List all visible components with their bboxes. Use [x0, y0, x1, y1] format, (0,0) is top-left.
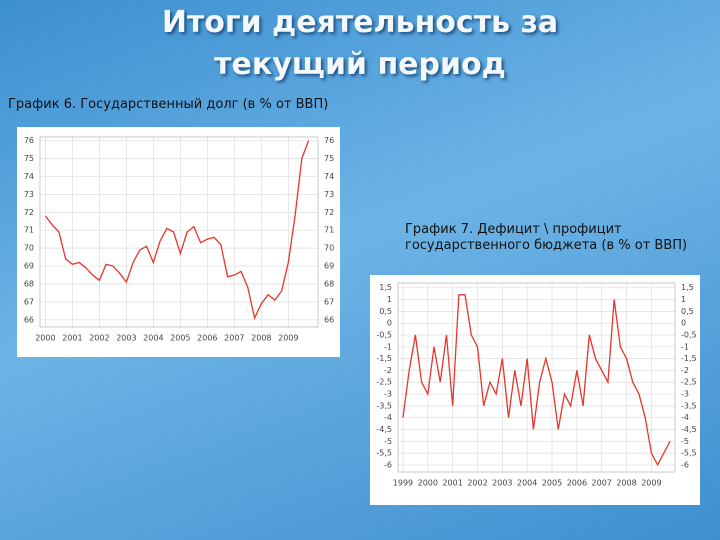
- y-tick-label-right: 68: [324, 279, 334, 288]
- y-tick-label: 71: [24, 226, 34, 235]
- x-tick-label: 2005: [542, 479, 562, 488]
- y-tick-label: 73: [24, 190, 34, 199]
- x-tick-label: 2001: [442, 479, 462, 488]
- x-tick-label: 2000: [418, 479, 438, 488]
- chart-panel: [370, 275, 700, 505]
- x-tick-label: 2004: [143, 334, 163, 343]
- y-tick-label: 67: [24, 297, 34, 306]
- y-tick-label-right: -2: [681, 366, 689, 375]
- y-tick-label: 1: [387, 295, 392, 304]
- y-tick-label: 74: [24, 172, 34, 181]
- y-tick-label: 70: [24, 244, 34, 253]
- x-tick-label: 2003: [492, 479, 512, 488]
- chart-caption: График 6. Государственный долг (в % от В…: [8, 97, 329, 112]
- y-tick-label: -0,5: [376, 330, 392, 339]
- y-tick-label: 68: [24, 279, 34, 288]
- y-tick-label: 69: [24, 262, 34, 271]
- y-tick-label: -1: [384, 342, 392, 351]
- x-tick-label: 2001: [62, 334, 82, 343]
- y-tick-label-right: 69: [324, 262, 334, 271]
- y-tick-label: -4: [384, 413, 392, 422]
- y-tick-label-right: 76: [324, 136, 334, 145]
- y-tick-label: -1,5: [376, 354, 392, 363]
- y-tick-label-right: 1: [681, 295, 686, 304]
- y-tick-label: 75: [24, 154, 34, 163]
- chart-panel: [17, 127, 340, 357]
- y-tick-label-right: 74: [324, 172, 334, 181]
- y-tick-label: 1,5: [379, 283, 392, 292]
- x-tick-label: 2007: [224, 334, 244, 343]
- plot-frame: [39, 136, 319, 328]
- y-tick-label-right: -4: [681, 413, 689, 422]
- y-tick-label-right: -4,5: [681, 425, 697, 434]
- x-tick-label: 2002: [89, 334, 109, 343]
- y-tick-label: 72: [24, 208, 34, 217]
- slide-title: Итоги деятельность за текущий период: [161, 5, 559, 82]
- y-tick-label: 0,5: [379, 307, 392, 316]
- y-tick-label-right: 1,5: [681, 283, 694, 292]
- x-tick-label: 2008: [251, 334, 271, 343]
- y-tick-label: -2: [384, 366, 392, 375]
- y-tick-label-right: -2,5: [681, 378, 697, 387]
- plot-frame: [397, 282, 676, 473]
- x-tick-label: 2009: [641, 479, 661, 488]
- x-tick-label: 2007: [592, 479, 612, 488]
- y-tick-label-right: -3,5: [681, 401, 697, 410]
- y-tick-label: 66: [24, 315, 34, 324]
- y-tick-label-right: -6: [681, 460, 689, 469]
- y-tick-label: -4,5: [376, 425, 392, 434]
- y-tick-label: -6: [384, 460, 392, 469]
- y-tick-label-right: -1,5: [681, 354, 697, 363]
- y-tick-label-right: -1: [681, 342, 689, 351]
- y-tick-label-right: 67: [324, 297, 334, 306]
- y-tick-label-right: -3: [681, 390, 689, 399]
- x-tick-label: 2002: [467, 479, 487, 488]
- x-tick-label: 2006: [567, 479, 587, 488]
- y-tick-label: 76: [24, 136, 34, 145]
- x-tick-label: 1999: [393, 479, 413, 488]
- y-tick-label: -2,5: [376, 378, 392, 387]
- data-line: [402, 294, 671, 467]
- x-tick-label: 2000: [35, 334, 55, 343]
- data-line: [44, 140, 310, 321]
- y-tick-label-right: 75: [324, 154, 334, 163]
- x-tick-label: 2005: [170, 334, 190, 343]
- chart-caption: График 7. Дефицит \ профицит государстве…: [405, 222, 688, 253]
- y-tick-label: -3: [384, 390, 392, 399]
- y-tick-label: -5,5: [376, 449, 392, 458]
- y-tick-label-right: -5,5: [681, 449, 697, 458]
- y-tick-label-right: 70: [324, 244, 334, 253]
- y-tick-label-right: -5: [681, 437, 689, 446]
- y-tick-label-right: 66: [324, 315, 334, 324]
- y-tick-label: -5: [384, 437, 392, 446]
- x-tick-label: 2009: [278, 334, 298, 343]
- y-tick-label: -3,5: [376, 401, 392, 410]
- y-tick-label: 0: [387, 319, 392, 328]
- x-tick-label: 2003: [116, 334, 136, 343]
- y-tick-label-right: 71: [324, 226, 334, 235]
- y-tick-label-right: 0: [681, 319, 686, 328]
- y-tick-label-right: 73: [324, 190, 334, 199]
- x-tick-label: 2006: [197, 334, 217, 343]
- y-tick-label-right: 0,5: [681, 307, 694, 316]
- y-tick-label-right: -0,5: [681, 330, 697, 339]
- x-tick-label: 2004: [517, 479, 537, 488]
- y-tick-label-right: 72: [324, 208, 334, 217]
- x-tick-label: 2008: [616, 479, 636, 488]
